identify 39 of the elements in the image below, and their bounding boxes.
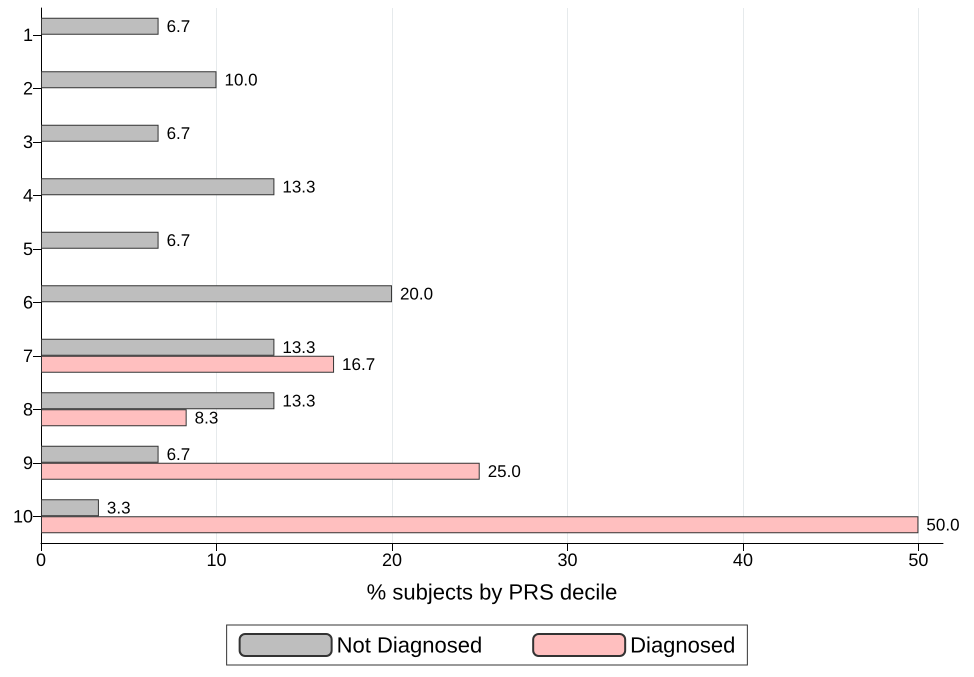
x-tick-label: 0 xyxy=(36,550,46,570)
bar xyxy=(41,285,392,302)
bar xyxy=(41,124,159,142)
bar xyxy=(41,71,216,88)
legend-label: Not Diagnosed xyxy=(336,632,482,658)
x-tick-label: 10 xyxy=(206,550,226,570)
y-tick-label: 1 xyxy=(22,24,33,45)
x-tick-label: 30 xyxy=(557,550,578,570)
data-label: 8.3 xyxy=(194,408,218,428)
data-label: 3.3 xyxy=(106,498,131,518)
y-tick-label: 2 xyxy=(22,78,33,98)
data-label: 13.3 xyxy=(282,177,316,196)
data-label: 6.7 xyxy=(166,444,190,464)
data-label: 25.0 xyxy=(488,462,521,481)
x-tick-label: 20 xyxy=(382,550,402,570)
data-label: 6.7 xyxy=(166,16,190,36)
y-tick-label: 6 xyxy=(22,292,33,312)
data-label: 20.0 xyxy=(400,284,434,304)
data-label: 13.3 xyxy=(282,338,316,357)
bar xyxy=(41,232,159,249)
bar xyxy=(41,18,159,35)
y-tick-label: 5 xyxy=(22,238,33,259)
data-label: 10.0 xyxy=(224,70,258,90)
y-tick-label: 10 xyxy=(12,506,33,526)
y-tick-label: 4 xyxy=(22,185,33,206)
x-axis-title: % subjects by PRS decile xyxy=(366,580,618,604)
y-tick-label: 9 xyxy=(22,452,33,473)
y-tick-label: 8 xyxy=(22,399,33,420)
x-tick-label: 50 xyxy=(908,550,928,570)
x-tick-label: 40 xyxy=(732,550,753,570)
data-label: 16.7 xyxy=(342,354,376,374)
data-label: 50.0 xyxy=(926,515,960,534)
y-tick-label: 3 xyxy=(22,132,33,152)
data-label: 13.3 xyxy=(282,391,316,410)
legend-label: Diagnosed xyxy=(630,632,736,658)
y-tick-label: 7 xyxy=(22,346,33,366)
bar xyxy=(41,178,274,196)
data-label: 6.7 xyxy=(166,124,190,143)
data-label: 6.7 xyxy=(166,230,190,250)
